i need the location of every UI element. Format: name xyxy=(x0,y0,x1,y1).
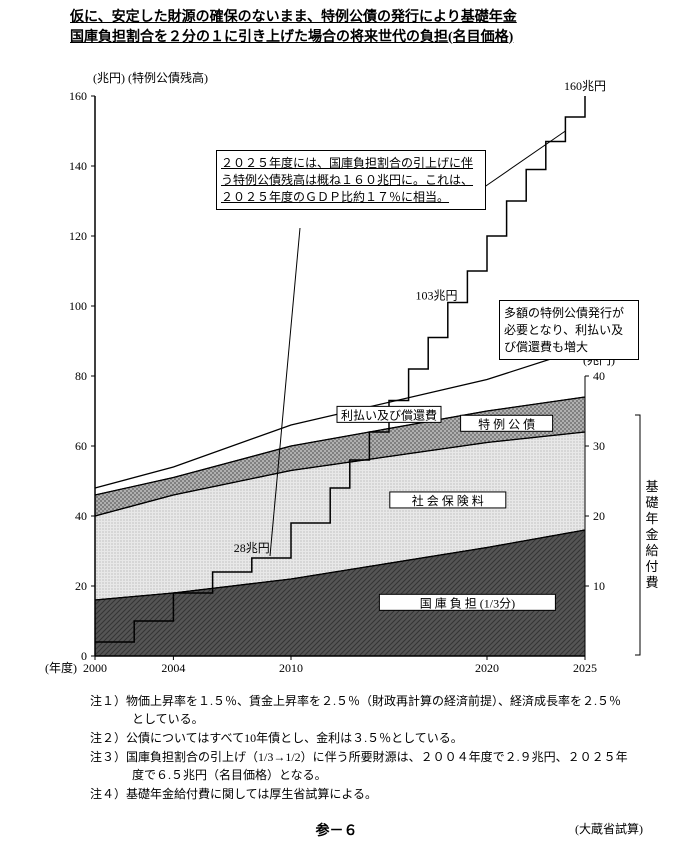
svg-text:2004: 2004 xyxy=(161,661,185,675)
page-footer: 参－６ xyxy=(0,820,673,840)
svg-text:40: 40 xyxy=(75,509,87,523)
svg-text:社 会 保 険 料: 社 会 保 険 料 xyxy=(412,493,484,508)
svg-text:28兆円: 28兆円 xyxy=(234,541,270,555)
svg-text:160: 160 xyxy=(69,89,87,103)
note: 注３）国庫負担割合の引上げ（1/3→1/2）に伴う所要財源は、２００４年度で２.… xyxy=(90,748,630,784)
svg-text:基: 基 xyxy=(645,479,658,494)
svg-text:80: 80 xyxy=(75,369,87,383)
notes: 注１）物価上昇率を１.５％、賃金上昇率を２.５％（財政再計算の経済前提）、経済成… xyxy=(90,692,630,804)
svg-text:30: 30 xyxy=(593,439,605,453)
svg-text:20: 20 xyxy=(75,579,87,593)
note: 注４）基礎年金給付費に関しては厚生省試算による。 xyxy=(90,785,630,803)
svg-text:2025: 2025 xyxy=(573,661,597,675)
svg-text:(年度): (年度) xyxy=(45,660,77,675)
svg-text:140: 140 xyxy=(69,159,87,173)
svg-text:60: 60 xyxy=(75,439,87,453)
svg-text:10: 10 xyxy=(593,579,605,593)
svg-text:20: 20 xyxy=(593,509,605,523)
svg-text:礎: 礎 xyxy=(645,495,658,510)
svg-text:特 例 公 債: 特 例 公 債 xyxy=(478,416,535,431)
svg-text:100: 100 xyxy=(69,299,87,313)
svg-text:給: 給 xyxy=(645,543,658,558)
svg-text:2020: 2020 xyxy=(475,661,499,675)
svg-text:(兆円) (特例公債残高): (兆円) (特例公債残高) xyxy=(93,70,208,85)
source: (大蔵省試算) xyxy=(575,820,643,837)
note: 注１）物価上昇率を１.５％、賃金上昇率を２.５％（財政再計算の経済前提）、経済成… xyxy=(90,692,630,728)
svg-text:103兆円: 103兆円 xyxy=(415,289,457,303)
svg-text:40: 40 xyxy=(593,369,605,383)
svg-text:2000: 2000 xyxy=(83,661,107,675)
svg-text:付: 付 xyxy=(645,559,658,574)
note: 注２）公債についてはすべて10年債とし、金利は３.５％としている。 xyxy=(90,729,630,747)
svg-text:利払い及び償還費: 利払い及び償還費 xyxy=(341,407,437,422)
svg-text:金: 金 xyxy=(645,527,658,542)
svg-text:2010: 2010 xyxy=(279,661,303,675)
annotation-box: 多額の特例公債発行が必要となり、利払い及び償還費も増大 xyxy=(499,300,639,360)
svg-text:120: 120 xyxy=(69,229,87,243)
svg-text:費: 費 xyxy=(645,575,658,590)
annotation-box: ２０２５年度には、国庫負担割合の引上げに伴う特例公債残高は概ね１６０兆円に。これ… xyxy=(216,150,486,210)
svg-text:160兆円: 160兆円 xyxy=(564,79,606,93)
svg-text:国 庫 負 担 (1/3分): 国 庫 負 担 (1/3分) xyxy=(420,596,515,610)
svg-text:年: 年 xyxy=(645,511,658,526)
